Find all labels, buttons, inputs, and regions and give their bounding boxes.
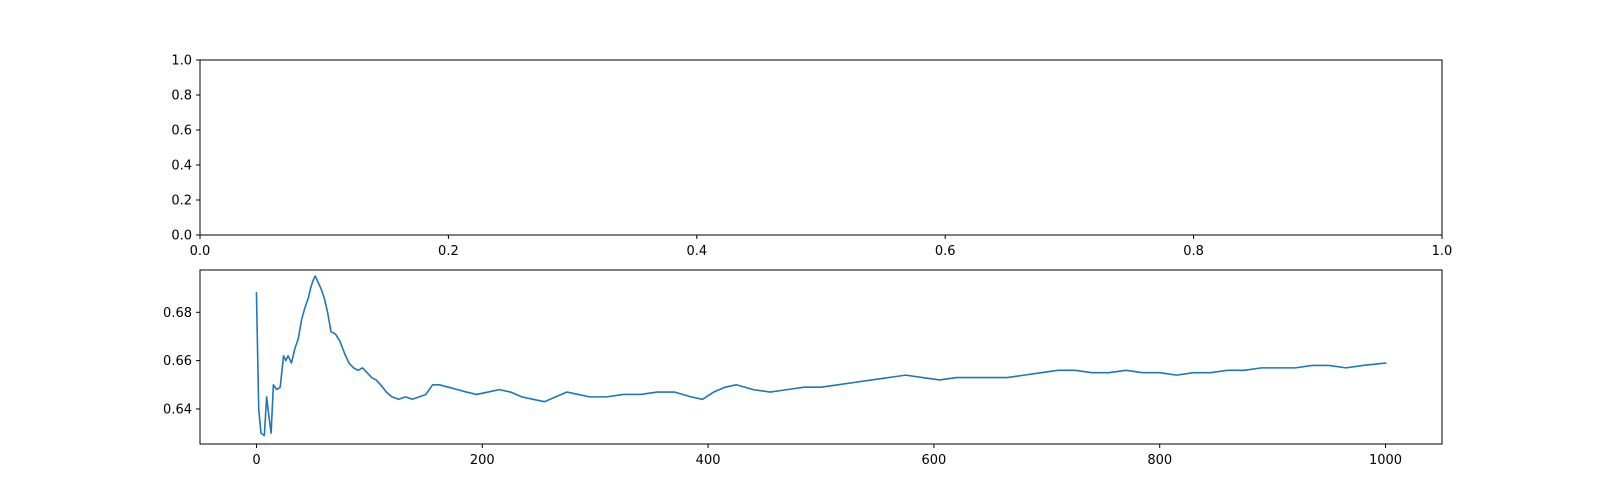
x-tick-label: 0.6 [935, 244, 956, 259]
x-tick-label: 0.4 [686, 244, 707, 259]
y-tick-label: 0.2 [171, 194, 192, 209]
x-tick-label: 400 [696, 453, 721, 468]
x-tick-label: 0.8 [1183, 244, 1204, 259]
series-line-1 [255, 275, 1387, 437]
x-tick-label: 1000 [1369, 453, 1402, 468]
y-tick-label: 0.6 [171, 124, 192, 139]
y-tick-label: 0.4 [171, 159, 192, 174]
y-tick-label: 0.66 [163, 354, 192, 369]
plot-area [199, 59, 1443, 236]
x-tick-label: 0.2 [438, 244, 459, 259]
x-tick-label: 0.0 [190, 244, 211, 259]
x-tick-label: 0 [252, 453, 260, 468]
x-tick-label: 1.0 [1432, 244, 1453, 259]
chart-1: 0.0 0.2 0.4 0.6 0.8 1.0 0.0 0.2 0.4 0.6 0.8 1.0 [171, 54, 1452, 260]
y-tick-label: 0.64 [163, 402, 192, 417]
x-tick-label: 800 [1147, 453, 1172, 468]
y-tick-label: 0.68 [163, 306, 192, 321]
y-tick-label: 1.0 [171, 54, 192, 69]
x-tick-label: 200 [470, 453, 495, 468]
y-tick-label: 0.8 [171, 89, 192, 104]
plot-area [199, 269, 1443, 445]
y-tick-label: 0.0 [171, 229, 192, 244]
x-tick-label: 600 [921, 453, 946, 468]
chart-2: 0 200 400 600 800 1000 0.64 0.66 0.68 [163, 269, 1443, 468]
